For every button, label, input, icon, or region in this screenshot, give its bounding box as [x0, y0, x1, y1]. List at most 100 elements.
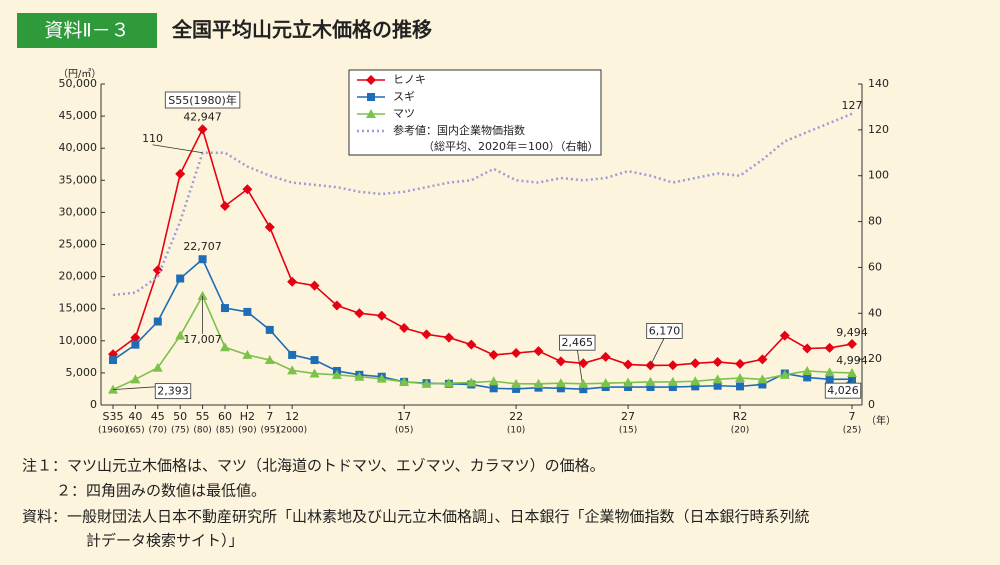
marker — [735, 358, 746, 369]
marker — [376, 373, 387, 383]
x-tick-label: 45 — [151, 410, 165, 423]
badge: 資料Ⅱ－３ — [44, 20, 129, 42]
marker — [242, 184, 253, 195]
marker — [533, 346, 544, 357]
marker — [376, 310, 387, 321]
marker — [309, 368, 320, 378]
y2-tick-label: 0 — [868, 398, 875, 411]
data-label: 17,007 — [183, 333, 222, 346]
annotation-box — [164, 91, 241, 109]
x-tick-label: 17 — [397, 410, 411, 423]
marker — [646, 383, 655, 392]
y2-tick-label: 20 — [868, 352, 882, 365]
marker — [220, 304, 229, 313]
legend-label: スギ — [393, 90, 415, 103]
marker — [735, 373, 746, 383]
marker — [366, 75, 376, 85]
marker — [578, 358, 589, 369]
x-tick-sublabel: (75) — [171, 426, 189, 436]
marker — [443, 332, 454, 343]
marker — [131, 340, 140, 349]
marker — [175, 330, 186, 340]
y-tick-label: 15,000 — [59, 302, 98, 315]
x-tick-label: 12 — [285, 410, 299, 423]
x-tick-sublabel: (15) — [619, 426, 637, 436]
marker — [152, 265, 163, 276]
marker — [578, 378, 589, 388]
marker — [309, 280, 320, 291]
y-tick-label: 0 — [90, 398, 97, 411]
marker — [668, 383, 677, 392]
y-tick-label: 25,000 — [59, 238, 98, 251]
x-tick-label: 40 — [128, 410, 142, 423]
marker — [331, 369, 342, 379]
marker — [555, 378, 566, 388]
legend-label: 参考値：国内企業物価指数 — [393, 123, 525, 137]
marker — [623, 359, 634, 370]
x-tick-label: 27 — [621, 410, 635, 423]
marker — [175, 168, 186, 179]
y2-tick-label: 60 — [868, 260, 882, 273]
label-box — [154, 383, 192, 400]
marker — [354, 371, 365, 381]
marker — [802, 343, 813, 354]
marker — [488, 376, 499, 386]
data-label: 127 — [842, 99, 863, 112]
marker — [288, 350, 297, 359]
x-tick-sublabel: (95) — [261, 426, 279, 436]
data-label: 6,170 — [649, 324, 681, 337]
legend-label: マツ — [393, 107, 415, 120]
marker — [130, 332, 141, 343]
x-tick-sublabel: (65) — [126, 426, 144, 436]
x-tick-sublabel: (20) — [731, 426, 749, 436]
legend-box — [348, 69, 602, 156]
badge-box — [17, 13, 157, 48]
y-unit: （円/㎥） — [58, 67, 101, 80]
x-unit: （年） — [866, 414, 896, 427]
marker — [803, 373, 812, 382]
legend-label: ヒノキ — [393, 73, 426, 86]
source: 資料：一般財団法人日本不動産研究所「山林素地及び山元立木価格調」、日本銀行「企業… — [22, 508, 810, 526]
y-tick-label: 10,000 — [59, 334, 98, 347]
marker — [779, 369, 790, 379]
marker — [757, 374, 768, 384]
y2-tick-label: 40 — [868, 306, 882, 319]
label-box — [559, 334, 596, 351]
x-tick-label: 60 — [218, 410, 232, 423]
data-label: 2,465 — [562, 336, 594, 349]
note: ２：四角囲みの数値は最低値。 — [56, 482, 266, 500]
marker — [287, 276, 298, 287]
y2-tick-label: 140 — [868, 77, 889, 90]
y2-tick-label: 80 — [868, 215, 882, 228]
data-label: 42,947 — [183, 110, 222, 123]
marker — [555, 356, 566, 367]
marker — [847, 339, 857, 350]
y-tick-label: 20,000 — [59, 270, 98, 283]
marker — [712, 356, 723, 367]
marker — [264, 222, 275, 233]
marker — [198, 255, 207, 264]
marker — [466, 339, 477, 350]
annotation: S55(1980)年 — [168, 93, 237, 107]
y-tick-label: 40,000 — [59, 141, 98, 154]
legend-note: （総平均、2020年＝100）（右軸） — [423, 139, 599, 153]
marker — [691, 382, 700, 391]
y-tick-label: 35,000 — [59, 173, 98, 186]
x-tick-sublabel: (25) — [843, 426, 861, 436]
x-tick-sublabel: (80) — [193, 426, 211, 436]
data-label: 22,707 — [183, 240, 222, 253]
marker — [512, 384, 521, 393]
marker — [488, 349, 499, 360]
marker — [287, 365, 298, 375]
y2-tick-label: 120 — [868, 123, 889, 136]
marker — [623, 377, 634, 387]
x-tick-sublabel: (10) — [507, 426, 525, 436]
x-tick-sublabel: (2000) — [277, 426, 307, 436]
y-tick-label: 50,000 — [59, 77, 98, 90]
marker — [713, 381, 722, 390]
x-tick-label: 55 — [196, 410, 210, 423]
y-tick-label: 45,000 — [59, 109, 98, 122]
x-tick-label: R2 — [733, 410, 748, 423]
x-tick-label: 50 — [173, 410, 187, 423]
